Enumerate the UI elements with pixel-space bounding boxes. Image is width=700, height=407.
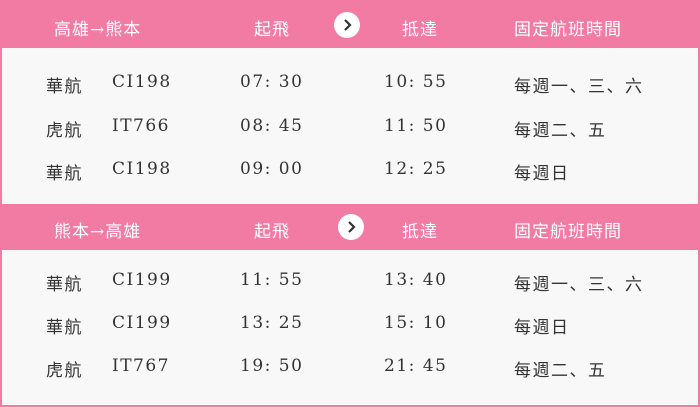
cell: 21: 45 (384, 356, 448, 376)
header-depart: 起飛 (254, 20, 290, 40)
header-schedule: 固定航班時間 (514, 20, 622, 40)
cell: 每週日 (514, 318, 570, 338)
cell: 每週二、五 (514, 121, 607, 141)
cell: CI198 (112, 72, 172, 92)
header-route: 高雄→熊本 (54, 20, 142, 40)
section-header: 高雄→熊本 起飛 抵達 固定航班時間 (2, 2, 698, 48)
cell: 11: 55 (240, 270, 304, 290)
cell: 10: 55 (384, 72, 448, 92)
cell: IT766 (112, 116, 171, 136)
cell: 13: 40 (384, 270, 448, 290)
cell: 每週一、三、六 (514, 77, 644, 97)
arrow-icon (338, 214, 364, 240)
cell: 12: 25 (384, 159, 448, 179)
cell: IT767 (112, 356, 171, 376)
cell: 每週一、三、六 (514, 275, 644, 295)
cell: 華航 (46, 77, 83, 97)
cell: 15: 10 (384, 313, 448, 333)
chevron (344, 19, 352, 31)
cell: 19: 50 (240, 356, 304, 376)
cell: 華航 (46, 318, 83, 338)
header-arrive: 抵達 (402, 20, 438, 40)
section-header: 熊本→高雄 起飛 抵達 固定航班時間 (2, 204, 698, 250)
cell: 華航 (46, 275, 83, 295)
cell: 11: 50 (384, 116, 448, 136)
header-route: 熊本→高雄 (54, 222, 142, 242)
cell: 虎航 (46, 121, 83, 141)
cell: 09: 00 (240, 159, 304, 179)
cell: CI199 (112, 313, 172, 333)
cell: CI199 (112, 270, 172, 290)
chevron (348, 221, 356, 233)
cell: 08: 45 (240, 116, 304, 136)
cell: 華航 (46, 164, 83, 184)
header-depart: 起飛 (254, 222, 290, 242)
cell: 07: 30 (240, 72, 304, 92)
cell: 13: 25 (240, 313, 304, 333)
cell: 虎航 (46, 361, 83, 381)
header-schedule: 固定航班時間 (514, 222, 622, 242)
cell: 每週日 (514, 164, 570, 184)
cell: CI198 (112, 159, 172, 179)
arrow-icon (334, 12, 360, 38)
cell: 每週二、五 (514, 361, 607, 381)
header-arrive: 抵達 (402, 222, 438, 242)
